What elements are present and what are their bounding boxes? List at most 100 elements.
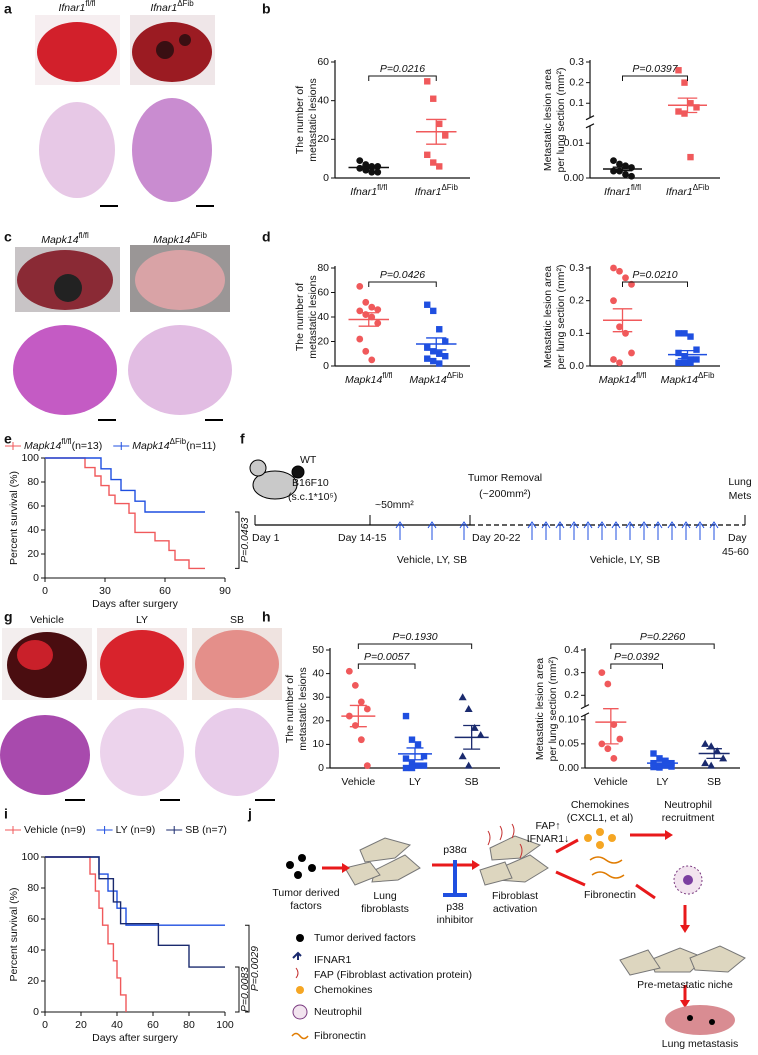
data-point [436, 120, 443, 128]
data-point [693, 104, 700, 111]
data-point [687, 100, 694, 107]
diagram-label: activation [493, 903, 538, 915]
data-point [442, 353, 449, 360]
y-tick-label: 10 [312, 738, 324, 750]
timeline-label: Day 14-15 [338, 532, 387, 544]
legend-label: Chemokines [314, 984, 372, 996]
legend-label: Mapk14ΔFib(n=11) [132, 437, 216, 452]
p-value: P=0.2260 [640, 631, 685, 643]
p-value: P=0.1930 [392, 631, 437, 643]
data-point [675, 67, 682, 74]
image-label: LY [136, 614, 148, 626]
error-bar [349, 704, 367, 728]
timeline-label: (~200mm²) [479, 488, 531, 500]
p-value: P=0.0397 [632, 63, 678, 75]
error-bar [426, 118, 447, 145]
significance-bracket [622, 75, 688, 81]
y-tick-label: 0 [33, 1006, 39, 1018]
y-axis-label: per lung section (mm²) [555, 67, 567, 172]
panel-label: b [262, 1, 271, 17]
diagram-label: inhibitor [437, 914, 474, 926]
diagram-label: Chemokines [571, 799, 629, 811]
y-tick-label: 0.2 [564, 689, 579, 701]
timeline-label: Lung [728, 476, 752, 488]
data-point [408, 760, 416, 767]
data-point [656, 755, 663, 762]
data-point [610, 157, 617, 165]
legend-swatch [166, 826, 183, 834]
y-axis-label: Percent survival (%) [8, 888, 20, 982]
data-point [374, 168, 382, 176]
data-point [430, 307, 437, 315]
data-point [693, 346, 700, 353]
significance-bracket [610, 643, 715, 649]
data-point [464, 761, 473, 769]
data-point [681, 110, 688, 117]
error-bar [426, 337, 447, 351]
y-tick-label: 0.1 [569, 97, 584, 109]
y-tick-label: 60 [27, 913, 39, 925]
axis-break [585, 115, 595, 121]
x-tick-label: Ifnar1fl/fl [350, 183, 387, 198]
data-point [436, 163, 443, 170]
legend-swatch [113, 442, 130, 450]
y-tick-label: 30 [312, 691, 324, 703]
y-tick-label: 80 [27, 476, 39, 488]
data-point [356, 335, 364, 343]
significance-bracket [235, 966, 240, 1013]
data-point [598, 740, 606, 748]
x-tick-label: SB [707, 776, 721, 788]
x-tick-label: 0 [42, 1019, 48, 1031]
diagram-label: Lung [373, 890, 397, 902]
data-point [345, 667, 353, 675]
error-bar [406, 747, 424, 761]
timeline-label: Day 1 [252, 532, 280, 544]
y-axis-label: Metastatic lesion area [542, 69, 554, 171]
panel-label: e [4, 431, 12, 447]
image-label: Mapk14ΔFib [153, 231, 207, 246]
survival-curve [45, 856, 225, 968]
data-point [430, 159, 437, 166]
data-point [628, 349, 635, 357]
data-point [414, 762, 422, 769]
panel-label: g [4, 609, 13, 625]
data-point [622, 171, 629, 178]
significance-bracket [235, 511, 240, 569]
data-point [650, 750, 657, 757]
data-point [668, 763, 675, 770]
y-tick-label: 0 [323, 172, 329, 184]
data-point [356, 157, 364, 165]
y-tick-label: 20 [27, 975, 39, 987]
image-label: SB [230, 614, 244, 626]
data-point [436, 326, 443, 333]
p-value: P=0.0029 [249, 946, 261, 991]
significance-bracket [357, 643, 473, 649]
y-tick-label: 0.10 [559, 714, 580, 726]
error-bar [358, 165, 379, 170]
y-tick-label: 60 [27, 500, 39, 512]
panel-label: c [4, 229, 12, 245]
diagram-label: factors [290, 900, 322, 912]
x-tick-label: Mapk14fl/fl [345, 371, 393, 386]
legend-label: FAP (Fibroblast activation protein) [314, 969, 472, 981]
x-tick-label: SB [465, 776, 479, 788]
data-point [681, 359, 688, 366]
y-tick-label: 60 [317, 56, 329, 68]
image-panel-c [13, 245, 232, 421]
data-point [402, 764, 410, 772]
data-point [464, 705, 473, 712]
data-point [430, 348, 437, 355]
data-point [687, 153, 694, 161]
x-tick-label: Vehicle [594, 776, 628, 788]
y-tick-label: 0 [318, 762, 324, 774]
y-axis-label: Metastatic lesion area [534, 658, 546, 760]
x-tick-label: Ifnar1ΔFib [666, 183, 710, 198]
error-bar [463, 724, 481, 750]
data-point [436, 350, 443, 357]
data-point [430, 357, 437, 365]
y-tick-label: 100 [21, 851, 39, 863]
data-point [402, 712, 410, 720]
data-point [408, 764, 416, 772]
data-point [622, 274, 629, 282]
